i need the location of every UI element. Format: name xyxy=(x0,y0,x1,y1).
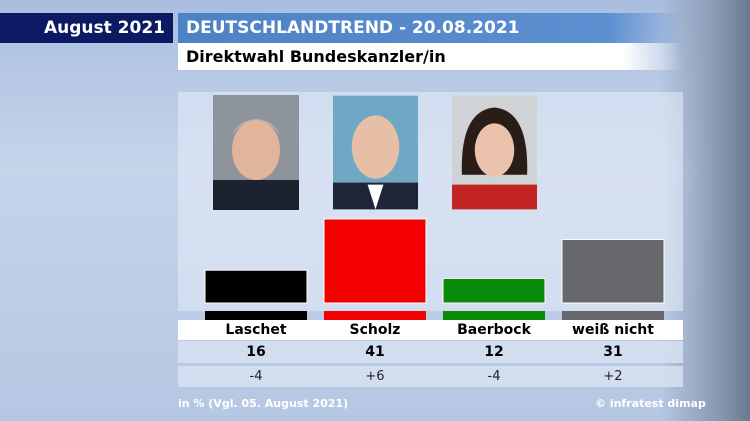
chart-subtitle: Direktwahl Bundeskanzler/in xyxy=(178,43,683,70)
category-label: Scholz xyxy=(349,322,401,338)
bar-base-strip-0 xyxy=(205,311,307,320)
value-label: 41 xyxy=(365,344,385,360)
footnote: in % (Vgl. 05. August 2021) xyxy=(178,397,349,410)
photo-scholz xyxy=(333,95,418,210)
change-label: +6 xyxy=(365,369,385,384)
source-credit: © infratest dimap xyxy=(595,397,706,410)
label-row xyxy=(178,320,683,340)
change-label: -4 xyxy=(487,369,501,384)
bar-base-strip-2 xyxy=(443,311,545,320)
bar-base-strip-1 xyxy=(324,311,426,320)
page-title: DEUTSCHLANDTREND - 20.08.2021 xyxy=(178,13,683,43)
change-row xyxy=(178,366,683,387)
photo-baerbock xyxy=(452,95,537,210)
photo-laschet xyxy=(213,95,299,210)
bar-base-strip-3 xyxy=(562,311,664,320)
value-label: 31 xyxy=(603,344,623,360)
date-label: August 2021 xyxy=(0,13,173,43)
category-label: Laschet xyxy=(225,322,287,338)
value-row xyxy=(178,341,683,363)
value-label: 12 xyxy=(484,344,504,360)
change-label: -4 xyxy=(249,369,263,384)
category-label: weiß nicht xyxy=(572,322,654,338)
change-label: +2 xyxy=(603,369,623,384)
category-label: Baerbock xyxy=(457,322,531,338)
value-label: 16 xyxy=(246,344,266,360)
